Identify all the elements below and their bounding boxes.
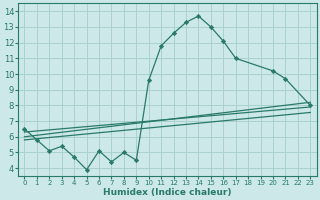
X-axis label: Humidex (Indice chaleur): Humidex (Indice chaleur) xyxy=(103,188,232,197)
